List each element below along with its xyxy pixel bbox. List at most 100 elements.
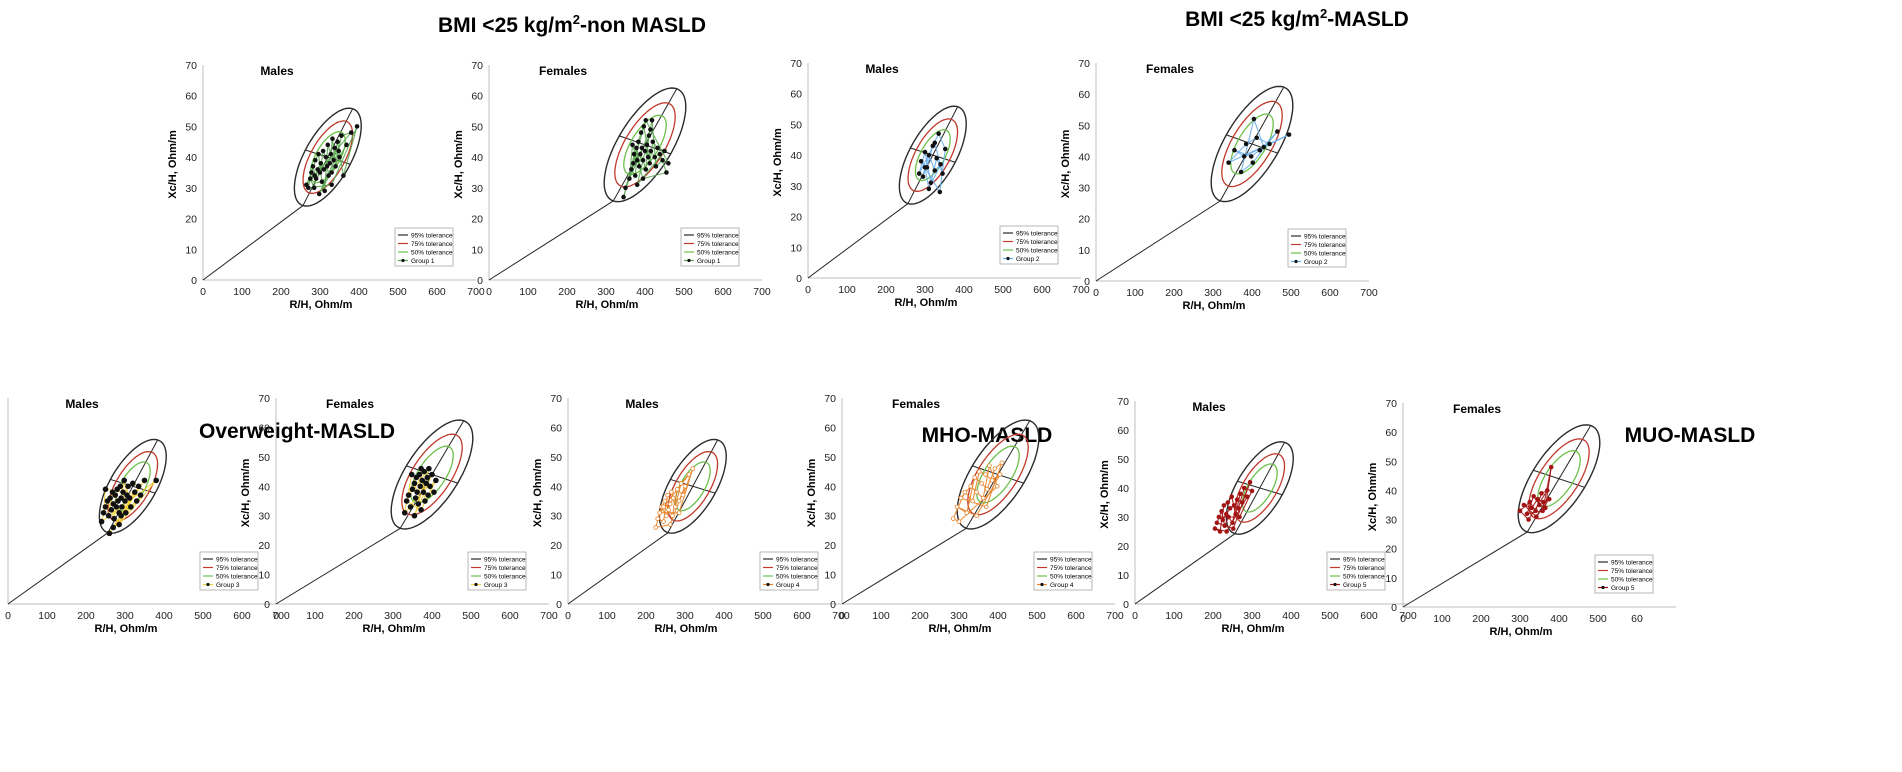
y-tick-label: 0 (264, 599, 270, 611)
data-point (657, 151, 663, 157)
data-point (970, 498, 975, 504)
group-vector-line (636, 129, 651, 185)
data-point (130, 480, 136, 487)
data-point (433, 477, 439, 484)
legend-entry-95-label: 95% tolerance (1611, 559, 1653, 566)
x-tick-label: 700 (832, 610, 850, 622)
tolerance-ellipse-50 (1230, 113, 1274, 175)
x-tick-label: 700 (1106, 610, 1124, 622)
legend-box (759, 551, 819, 591)
legend-entry-75-label: 75% tolerance (1343, 565, 1385, 572)
data-point (667, 501, 673, 507)
tolerance-ellipse-95 (390, 419, 474, 530)
group-vector-line (1240, 162, 1254, 173)
reference-line (7, 532, 109, 605)
x-tick-label: 300 (116, 610, 134, 622)
data-point (640, 157, 646, 163)
y-tick-label: 60 (471, 91, 483, 103)
x-tick-label: 300 (676, 610, 694, 622)
x-tick-label: 200 (1165, 287, 1183, 299)
data-point (655, 145, 660, 151)
y-axis-label: Xc/H, Ohm/m (1367, 463, 1379, 532)
data-point (1275, 129, 1280, 134)
y-tick-label: 0 (191, 275, 197, 287)
data-point (672, 504, 678, 510)
data-point (1225, 500, 1231, 505)
data-point (621, 194, 626, 200)
legend-entry-50-label: 50% tolerance (776, 573, 818, 580)
data-point (1226, 160, 1231, 165)
ellipse-minor-axis (1226, 134, 1278, 154)
data-point (674, 486, 680, 492)
group-vector-line (924, 167, 930, 190)
legend-entry-75-label: 75% tolerance (697, 241, 739, 248)
data-point (623, 185, 628, 191)
data-point (938, 162, 943, 167)
x-tick-label: 200 (77, 610, 95, 622)
panel-title: Females (539, 64, 587, 78)
x-tick-label: 700 (753, 286, 771, 298)
x-tick-label: 400 (989, 610, 1007, 622)
data-point (417, 483, 424, 490)
data-point (1250, 160, 1256, 165)
data-point (1241, 485, 1247, 491)
data-point (926, 152, 932, 158)
y-tick-label: 30 (258, 511, 270, 523)
panel-title: Females (892, 397, 940, 411)
data-point (1529, 505, 1534, 511)
data-point (409, 486, 416, 493)
data-point (999, 460, 1005, 466)
data-point (629, 167, 634, 172)
y-tick-label: 10 (1078, 245, 1090, 257)
data-point (928, 180, 934, 186)
data-point (630, 142, 635, 148)
tolerance-ellipse-95 (956, 419, 1040, 530)
data-point (315, 167, 320, 172)
data-point (137, 492, 144, 498)
data-point (305, 185, 311, 191)
group-vector-line (645, 135, 650, 170)
data-point (665, 492, 670, 498)
reference-line (1402, 531, 1528, 608)
y-axis-label: Xc/H, Ohm/m (532, 459, 544, 528)
tolerance-ellipse-95 (1210, 85, 1294, 203)
data-point (652, 154, 658, 160)
data-point (426, 465, 432, 472)
x-tick-label: 600 (714, 286, 732, 298)
ellipse-minor-axis (1237, 480, 1283, 496)
y-axis-label: Xc/H, Ohm/m (240, 459, 252, 528)
group-vector-line (120, 480, 125, 499)
data-point (644, 142, 650, 148)
x-axis-label: R/H, Ohm/m (576, 299, 639, 311)
x-tick-label: 700 (467, 286, 485, 298)
data-point (992, 466, 998, 471)
data-point (131, 489, 138, 495)
y-tick-label: 30 (1117, 512, 1129, 524)
y-tick-label: 50 (258, 452, 270, 464)
x-tick-label: 100 (38, 610, 56, 622)
y-tick-label: 0 (477, 275, 483, 287)
panel-title: Males (65, 397, 99, 411)
data-point (1221, 503, 1227, 508)
data-point (670, 495, 676, 501)
tolerance-ellipse-75 (302, 120, 354, 194)
y-tick-label: 0 (1391, 602, 1397, 614)
data-point (940, 171, 945, 176)
data-point (997, 472, 1003, 477)
ellipse-minor-axis (1533, 469, 1585, 488)
section-title-mho-masld: MHO-MASLD (922, 424, 1053, 447)
y-tick-label: 20 (471, 214, 483, 226)
x-tick-label: 600 (1321, 287, 1339, 299)
x-tick-label: 500 (1589, 613, 1607, 625)
x-tick-label: 300 (384, 610, 402, 622)
legend-entry-75-label: 75% tolerance (776, 565, 818, 572)
data-point (339, 133, 344, 138)
legend-box (199, 551, 259, 591)
y-axis-label: Xc/H, Ohm/m (772, 128, 784, 197)
data-point (632, 173, 638, 178)
data-point (1216, 514, 1222, 520)
data-point (333, 164, 338, 169)
